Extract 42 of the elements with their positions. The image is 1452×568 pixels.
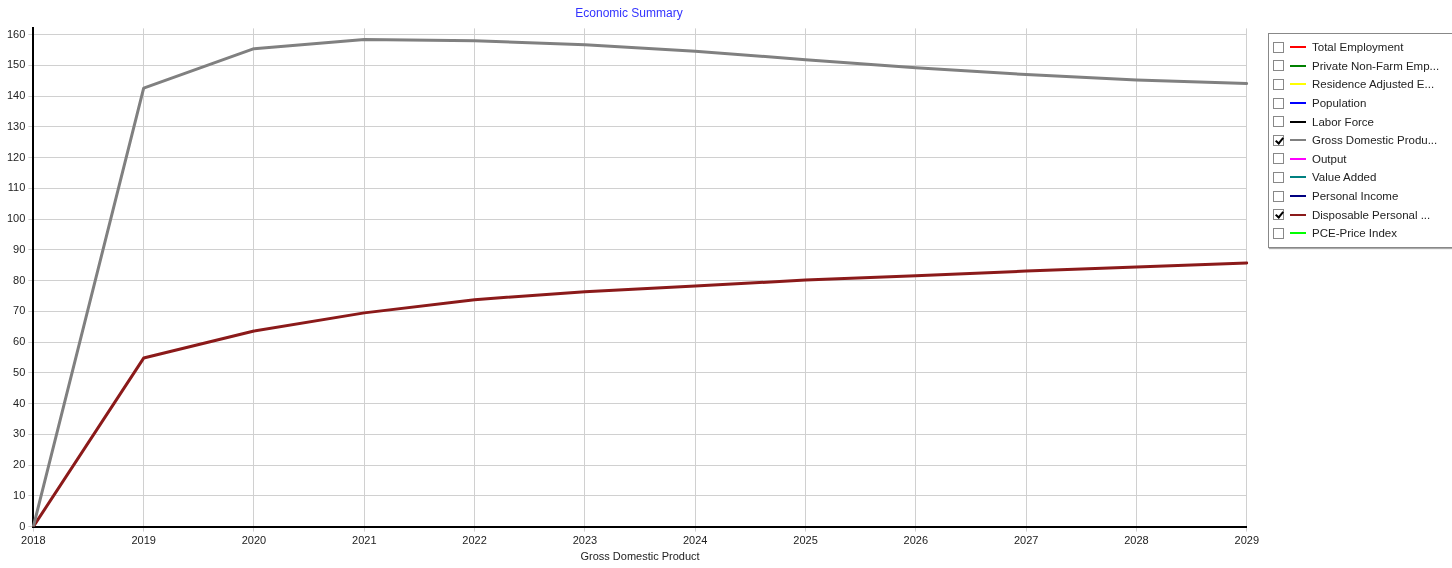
y-tick-label: 90: [13, 242, 26, 255]
y-tick-label: 50: [13, 365, 26, 378]
y-tick-label: 60: [13, 335, 26, 348]
y-tick-label: 130: [6, 119, 26, 132]
x-tick-label: 2023: [572, 534, 598, 547]
y-tick-label: 150: [6, 58, 26, 71]
x-tick-label: 2024: [682, 534, 708, 547]
y-tick-label: 140: [6, 89, 26, 102]
legend-label: Labor Force: [1312, 115, 1375, 128]
y-tick-label: 110: [7, 181, 26, 194]
legend-label: Population: [1312, 97, 1367, 110]
legend-label: Residence Adjusted E...: [1312, 78, 1435, 91]
x-axis-title: Gross Domestic Product: [580, 550, 700, 563]
y-tick-label: 30: [13, 427, 26, 440]
y-tick-label: 160: [6, 27, 26, 40]
x-tick-label: 2025: [793, 534, 818, 547]
y-tick-label: 0: [19, 519, 26, 532]
legend-label: Value Added: [1312, 171, 1377, 184]
y-tick-label: 120: [6, 150, 26, 163]
x-tick-label: 2019: [131, 534, 156, 547]
legend-label: Disposable Personal ...: [1312, 208, 1431, 221]
legend-label: Total Employment: [1312, 41, 1404, 54]
y-tick-label: 10: [13, 488, 26, 501]
x-tick-label: 2018: [21, 534, 46, 547]
legend-label: Output: [1312, 152, 1347, 165]
x-tick-label: 2021: [352, 534, 377, 547]
y-tick-label: 100: [6, 212, 26, 225]
legend-label: PCE-Price Index: [1312, 227, 1398, 240]
y-tick-label: 40: [13, 396, 26, 409]
chart-title: Economic Summary: [575, 5, 683, 20]
x-tick-label: 2020: [241, 534, 267, 547]
legend-label: Personal Income: [1312, 190, 1399, 203]
x-tick-label: 2022: [462, 534, 487, 547]
legend-label: Private Non-Farm Emp...: [1312, 59, 1440, 72]
x-tick-label: 2026: [903, 534, 929, 547]
x-tick-label: 2027: [1013, 534, 1039, 547]
y-tick-label: 70: [13, 304, 26, 317]
x-tick-label: 2028: [1124, 534, 1149, 547]
y-tick-label: 80: [13, 273, 26, 286]
y-tick-label: 20: [13, 458, 26, 471]
x-tick-label: 2029: [1234, 534, 1260, 547]
legend-label: Gross Domestic Produ...: [1312, 134, 1438, 147]
